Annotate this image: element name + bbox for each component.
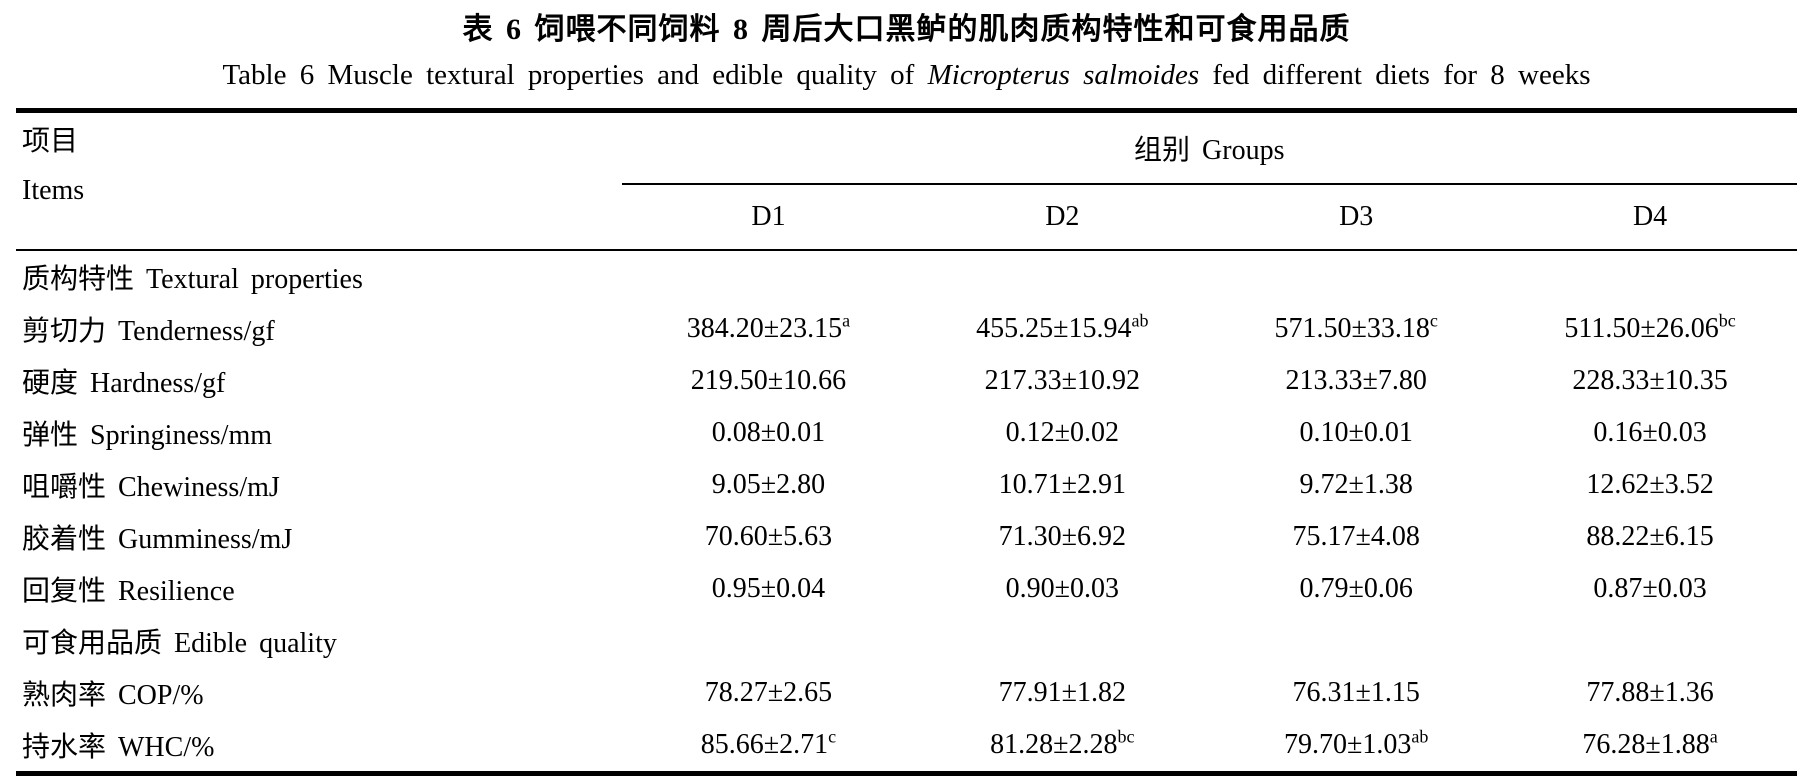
cell-value: 77.88±1.36 bbox=[1586, 677, 1714, 708]
cell-value: 78.27±2.65 bbox=[704, 677, 833, 708]
row-label: 回复性 Resilience bbox=[22, 576, 235, 607]
group-column-header: D4 bbox=[1503, 184, 1797, 251]
data-table: 项目 Items 组别 Groups D1 D2 D3 D4 质构特性 Textura… bbox=[16, 108, 1797, 776]
items-header: 项目 Items bbox=[16, 110, 622, 251]
table-row: 剪切力 Tenderness/gf 384.20±23.15a 455.25±15.… bbox=[16, 303, 1797, 355]
cell-value: 88.22±6.15 bbox=[1586, 521, 1714, 552]
row-label: 咀嚼性 Chewiness/mJ bbox=[22, 472, 280, 503]
items-header-en: Items bbox=[22, 175, 85, 206]
significance-superscript: c bbox=[1429, 310, 1438, 331]
section-label: 质构特性 Textural properties bbox=[22, 264, 363, 295]
cell-value: 10.71±2.91 bbox=[998, 469, 1126, 500]
groups-header: 组别 Groups bbox=[621, 110, 1797, 185]
cell-value: 70.60±5.63 bbox=[704, 521, 833, 552]
section-label: 可食用品质 Edible quality bbox=[22, 628, 337, 659]
cell-value: 9.72±1.38 bbox=[1299, 469, 1413, 500]
header-row-groups: 项目 Items 组别 Groups bbox=[16, 110, 1797, 251]
significance-superscript: c bbox=[828, 726, 837, 747]
cell-value: 511.50±26.06bc bbox=[1564, 310, 1736, 344]
significance-superscript: a bbox=[1709, 726, 1718, 747]
title-english-suffix: fed different diets for 8 weeks bbox=[1199, 59, 1591, 91]
section-row: 可食用品质 Edible quality bbox=[16, 615, 1797, 667]
row-label: 硬度 Hardness/gf bbox=[22, 368, 226, 399]
row-label: 弹性 Springiness/mm bbox=[22, 420, 273, 451]
cell-value: 81.28±2.28bc bbox=[990, 726, 1135, 760]
table-row: 胶着性 Gumminess/mJ 70.60±5.63 71.30±6.92 75.1… bbox=[16, 511, 1797, 563]
cell-value: 12.62±3.52 bbox=[1586, 469, 1714, 500]
title-english-prefix: Table 6 Muscle textural properties and e… bbox=[222, 59, 928, 91]
significance-superscript: bc bbox=[1718, 310, 1736, 331]
section-row: 质构特性 Textural properties bbox=[16, 250, 1797, 303]
cell-value: 0.90±0.03 bbox=[1005, 573, 1119, 604]
cell-value: 71.30±6.92 bbox=[998, 521, 1126, 552]
cell-value: 0.10±0.01 bbox=[1299, 417, 1413, 448]
table-row: 咀嚼性 Chewiness/mJ 9.05±2.80 10.71±2.91 9.72±… bbox=[16, 459, 1797, 511]
group-column-header: D3 bbox=[1209, 184, 1504, 251]
significance-superscript: ab bbox=[1411, 726, 1429, 747]
header-row-diet-columns: D1 D2 D3 D4 bbox=[16, 184, 1797, 251]
table-row: 熟肉率 COP/% 78.27±2.65 77.91±1.82 76.31±1.15 7… bbox=[16, 667, 1797, 719]
table-row: 弹性 Springiness/mm 0.08±0.01 0.12±0.02 0.10±… bbox=[16, 407, 1797, 459]
significance-superscript: ab bbox=[1131, 310, 1149, 331]
species-name-italic: Micropterus salmoides bbox=[927, 59, 1200, 91]
cell-value: 76.31±1.15 bbox=[1292, 677, 1420, 708]
table-row: 持水率 WHC/% 85.66±2.71c 81.28±2.28bc 79.70±1.… bbox=[16, 719, 1797, 774]
group-column-header: D1 bbox=[621, 184, 916, 251]
table-title-english: Table 6 Muscle textural properties and e… bbox=[0, 57, 1813, 93]
table-row: 硬度 Hardness/gf 219.50±10.66 217.33±10.92 21… bbox=[16, 355, 1797, 407]
cell-value: 0.95±0.04 bbox=[711, 573, 826, 604]
cell-value: 76.28±1.88a bbox=[1582, 726, 1718, 760]
group-column-header: D2 bbox=[915, 184, 1210, 251]
cell-value: 79.70±1.03ab bbox=[1283, 726, 1429, 760]
cell-value: 0.08±0.01 bbox=[711, 417, 826, 448]
cell-value: 75.17±4.08 bbox=[1292, 521, 1420, 552]
cell-value: 77.91±1.82 bbox=[998, 677, 1126, 708]
row-label: 熟肉率 COP/% bbox=[22, 680, 204, 711]
row-label: 胶着性 Gumminess/mJ bbox=[22, 524, 293, 555]
cell-value: 0.12±0.02 bbox=[1005, 417, 1119, 448]
cell-value: 0.16±0.03 bbox=[1593, 417, 1707, 448]
row-label: 持水率 WHC/% bbox=[22, 732, 215, 763]
cell-value: 384.20±23.15a bbox=[686, 310, 851, 344]
row-label: 剪切力 Tenderness/gf bbox=[22, 316, 275, 347]
items-header-cn: 项目 bbox=[22, 126, 79, 157]
table-title-chinese: 表 6 饲喂不同饲料 8 周后大口黑鲈的肌肉质构特性和可食用品质 bbox=[462, 13, 1351, 46]
cell-value: 213.33±7.80 bbox=[1285, 365, 1427, 396]
table-row: 回复性 Resilience 0.95±0.04 0.90±0.03 0.79±0.0… bbox=[16, 563, 1797, 615]
cell-value: 9.05±2.80 bbox=[711, 469, 826, 500]
significance-superscript: bc bbox=[1117, 726, 1135, 747]
cell-value: 455.25±15.94ab bbox=[976, 310, 1149, 344]
cell-value: 217.33±10.92 bbox=[984, 365, 1140, 396]
cell-value: 0.87±0.03 bbox=[1593, 573, 1707, 604]
cell-value: 571.50±33.18c bbox=[1274, 310, 1438, 344]
cell-value: 85.66±2.71c bbox=[700, 726, 837, 760]
significance-superscript: a bbox=[842, 310, 851, 331]
cell-value: 0.79±0.06 bbox=[1299, 573, 1413, 604]
cell-value: 228.33±10.35 bbox=[1572, 365, 1728, 396]
cell-value: 219.50±10.66 bbox=[690, 365, 847, 396]
